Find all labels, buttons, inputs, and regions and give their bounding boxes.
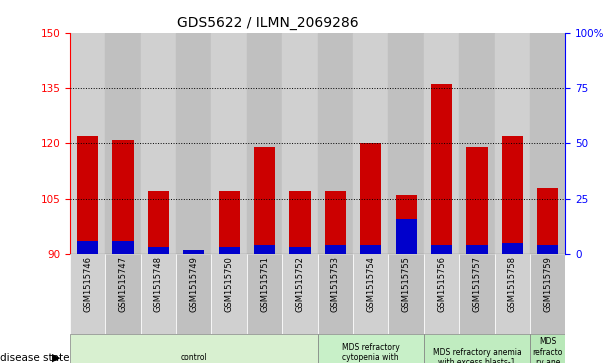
Bar <box>148 191 169 254</box>
Bar <box>360 245 381 254</box>
Text: GSM1515759: GSM1515759 <box>543 257 552 313</box>
Bar <box>317 254 353 334</box>
Text: MDS refractory
cytopenia with
multilineage dysplasia: MDS refractory cytopenia with multilinea… <box>327 343 414 363</box>
Bar <box>212 254 247 334</box>
Bar <box>148 248 169 254</box>
Text: MDS
refracto
ry ane
mia with: MDS refracto ry ane mia with <box>531 338 564 363</box>
Bar <box>112 241 134 254</box>
Text: GSM1515747: GSM1515747 <box>119 257 128 313</box>
Bar <box>537 245 558 254</box>
Bar <box>247 33 282 254</box>
Bar <box>105 254 140 334</box>
Bar <box>353 33 389 254</box>
Bar <box>70 334 317 363</box>
Text: GSM1515750: GSM1515750 <box>225 257 233 313</box>
Text: GSM1515755: GSM1515755 <box>402 257 410 313</box>
Text: GSM1515752: GSM1515752 <box>295 257 305 313</box>
Bar <box>389 33 424 254</box>
Text: control: control <box>181 353 207 362</box>
Bar <box>317 334 424 363</box>
Bar <box>530 33 565 254</box>
Text: GSM1515757: GSM1515757 <box>472 257 482 313</box>
Bar <box>466 245 488 254</box>
Bar <box>360 143 381 254</box>
Title: GDS5622 / ILMN_2069286: GDS5622 / ILMN_2069286 <box>178 16 359 30</box>
Text: disease state: disease state <box>0 352 69 363</box>
Bar <box>70 254 105 334</box>
Bar <box>530 254 565 334</box>
Bar <box>353 254 389 334</box>
Text: GSM1515748: GSM1515748 <box>154 257 163 313</box>
Text: GSM1515758: GSM1515758 <box>508 257 517 313</box>
Bar <box>466 147 488 254</box>
Bar <box>396 195 417 254</box>
Bar <box>289 191 311 254</box>
Bar <box>495 33 530 254</box>
Bar <box>254 147 275 254</box>
Text: GSM1515754: GSM1515754 <box>366 257 375 313</box>
Bar <box>459 33 495 254</box>
Bar <box>325 191 346 254</box>
Bar <box>176 254 212 334</box>
Bar <box>396 219 417 254</box>
Text: GSM1515753: GSM1515753 <box>331 257 340 313</box>
Bar <box>502 243 523 254</box>
Bar <box>112 140 134 254</box>
Bar <box>77 241 98 254</box>
Text: ▶: ▶ <box>52 352 61 363</box>
Bar <box>140 254 176 334</box>
Bar <box>325 245 346 254</box>
Bar <box>318 33 353 254</box>
Bar <box>459 254 495 334</box>
Bar <box>424 33 459 254</box>
Bar <box>247 254 282 334</box>
Bar <box>105 33 140 254</box>
Bar <box>176 33 212 254</box>
Bar <box>537 188 558 254</box>
Bar <box>530 334 565 363</box>
Bar <box>389 254 424 334</box>
Bar <box>502 136 523 254</box>
Bar <box>219 191 240 254</box>
Text: MDS refractory anemia
with excess blasts-1: MDS refractory anemia with excess blasts… <box>432 348 521 363</box>
Text: GSM1515751: GSM1515751 <box>260 257 269 313</box>
Bar <box>424 254 459 334</box>
Bar <box>212 33 247 254</box>
Bar <box>495 254 530 334</box>
Bar <box>282 254 317 334</box>
Bar <box>219 248 240 254</box>
Text: GSM1515749: GSM1515749 <box>189 257 198 313</box>
Text: GSM1515746: GSM1515746 <box>83 257 92 313</box>
Bar <box>77 136 98 254</box>
Bar <box>254 245 275 254</box>
Bar <box>289 248 311 254</box>
Bar <box>424 334 530 363</box>
Bar <box>140 33 176 254</box>
Bar <box>431 84 452 254</box>
Bar <box>282 33 318 254</box>
Text: GSM1515756: GSM1515756 <box>437 257 446 313</box>
Bar <box>431 245 452 254</box>
Bar <box>183 250 204 254</box>
Bar <box>183 250 204 254</box>
Bar <box>70 33 105 254</box>
